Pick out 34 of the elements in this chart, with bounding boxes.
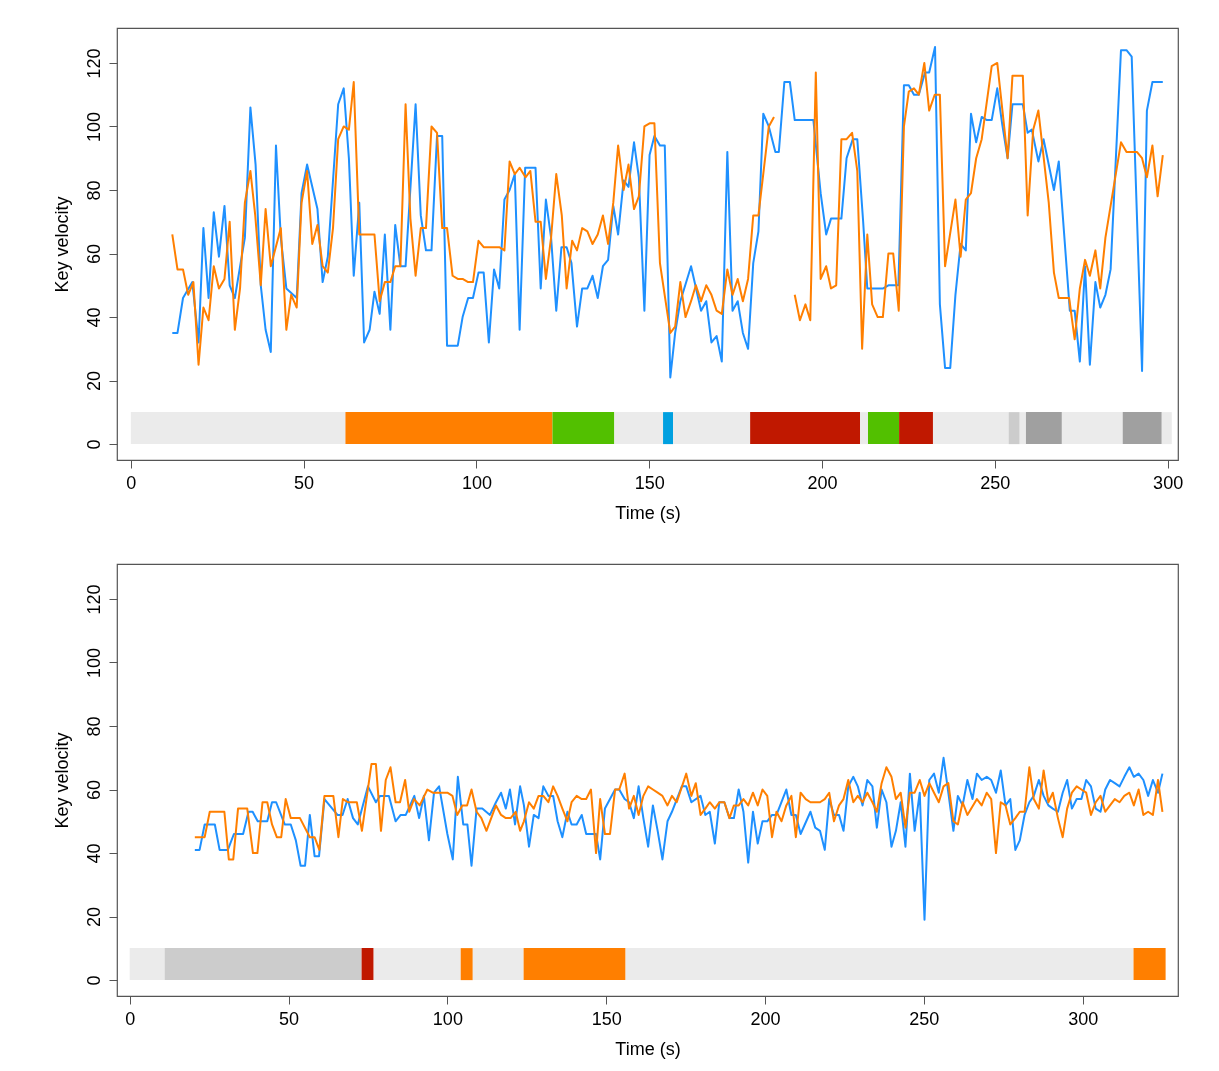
- y-tick-label: 60: [83, 244, 104, 265]
- x-tick-label: 100: [461, 472, 492, 493]
- y-tick-label: 40: [83, 843, 104, 864]
- x-tick-label: 300: [1068, 1008, 1099, 1029]
- x-tick-label: 250: [909, 1008, 940, 1029]
- x-tick-label: 0: [125, 1008, 136, 1029]
- y-tick-label: 80: [83, 716, 104, 737]
- y-tick-label: 40: [83, 307, 104, 328]
- y-tick-label: 120: [83, 584, 104, 615]
- x-tick-label: 150: [591, 1008, 622, 1029]
- y-tick-label: 0: [83, 975, 104, 986]
- x-tick-label: 150: [634, 472, 665, 493]
- y-tick-label: 100: [83, 647, 104, 678]
- y-tick-label: 0: [83, 439, 104, 450]
- y-tick-label: 120: [83, 48, 104, 79]
- y-tick-label: 60: [83, 780, 104, 801]
- y-tick-label: 100: [83, 111, 104, 142]
- line-series: [193, 763, 1164, 861]
- x-tick-label: 50: [294, 472, 315, 493]
- y-axis-title: Key velocity: [51, 196, 72, 293]
- line-series: [193, 756, 1164, 921]
- x-axis-title: Time (s): [615, 502, 681, 523]
- x-tick-label: 0: [126, 472, 137, 493]
- x-axis-title: Time (s): [615, 1038, 681, 1059]
- y-tick-label: 20: [83, 907, 104, 928]
- y-axis-title: Key velocity: [51, 732, 72, 829]
- y-tick-label: 20: [83, 371, 104, 392]
- y-tick-label: 80: [83, 180, 104, 201]
- x-tick-label: 250: [980, 472, 1011, 493]
- x-tick-label: 200: [807, 472, 838, 493]
- x-tick-label: 100: [432, 1008, 463, 1029]
- x-tick-label: 300: [1153, 472, 1184, 493]
- x-tick-label: 200: [750, 1008, 781, 1029]
- x-tick-label: 50: [279, 1008, 300, 1029]
